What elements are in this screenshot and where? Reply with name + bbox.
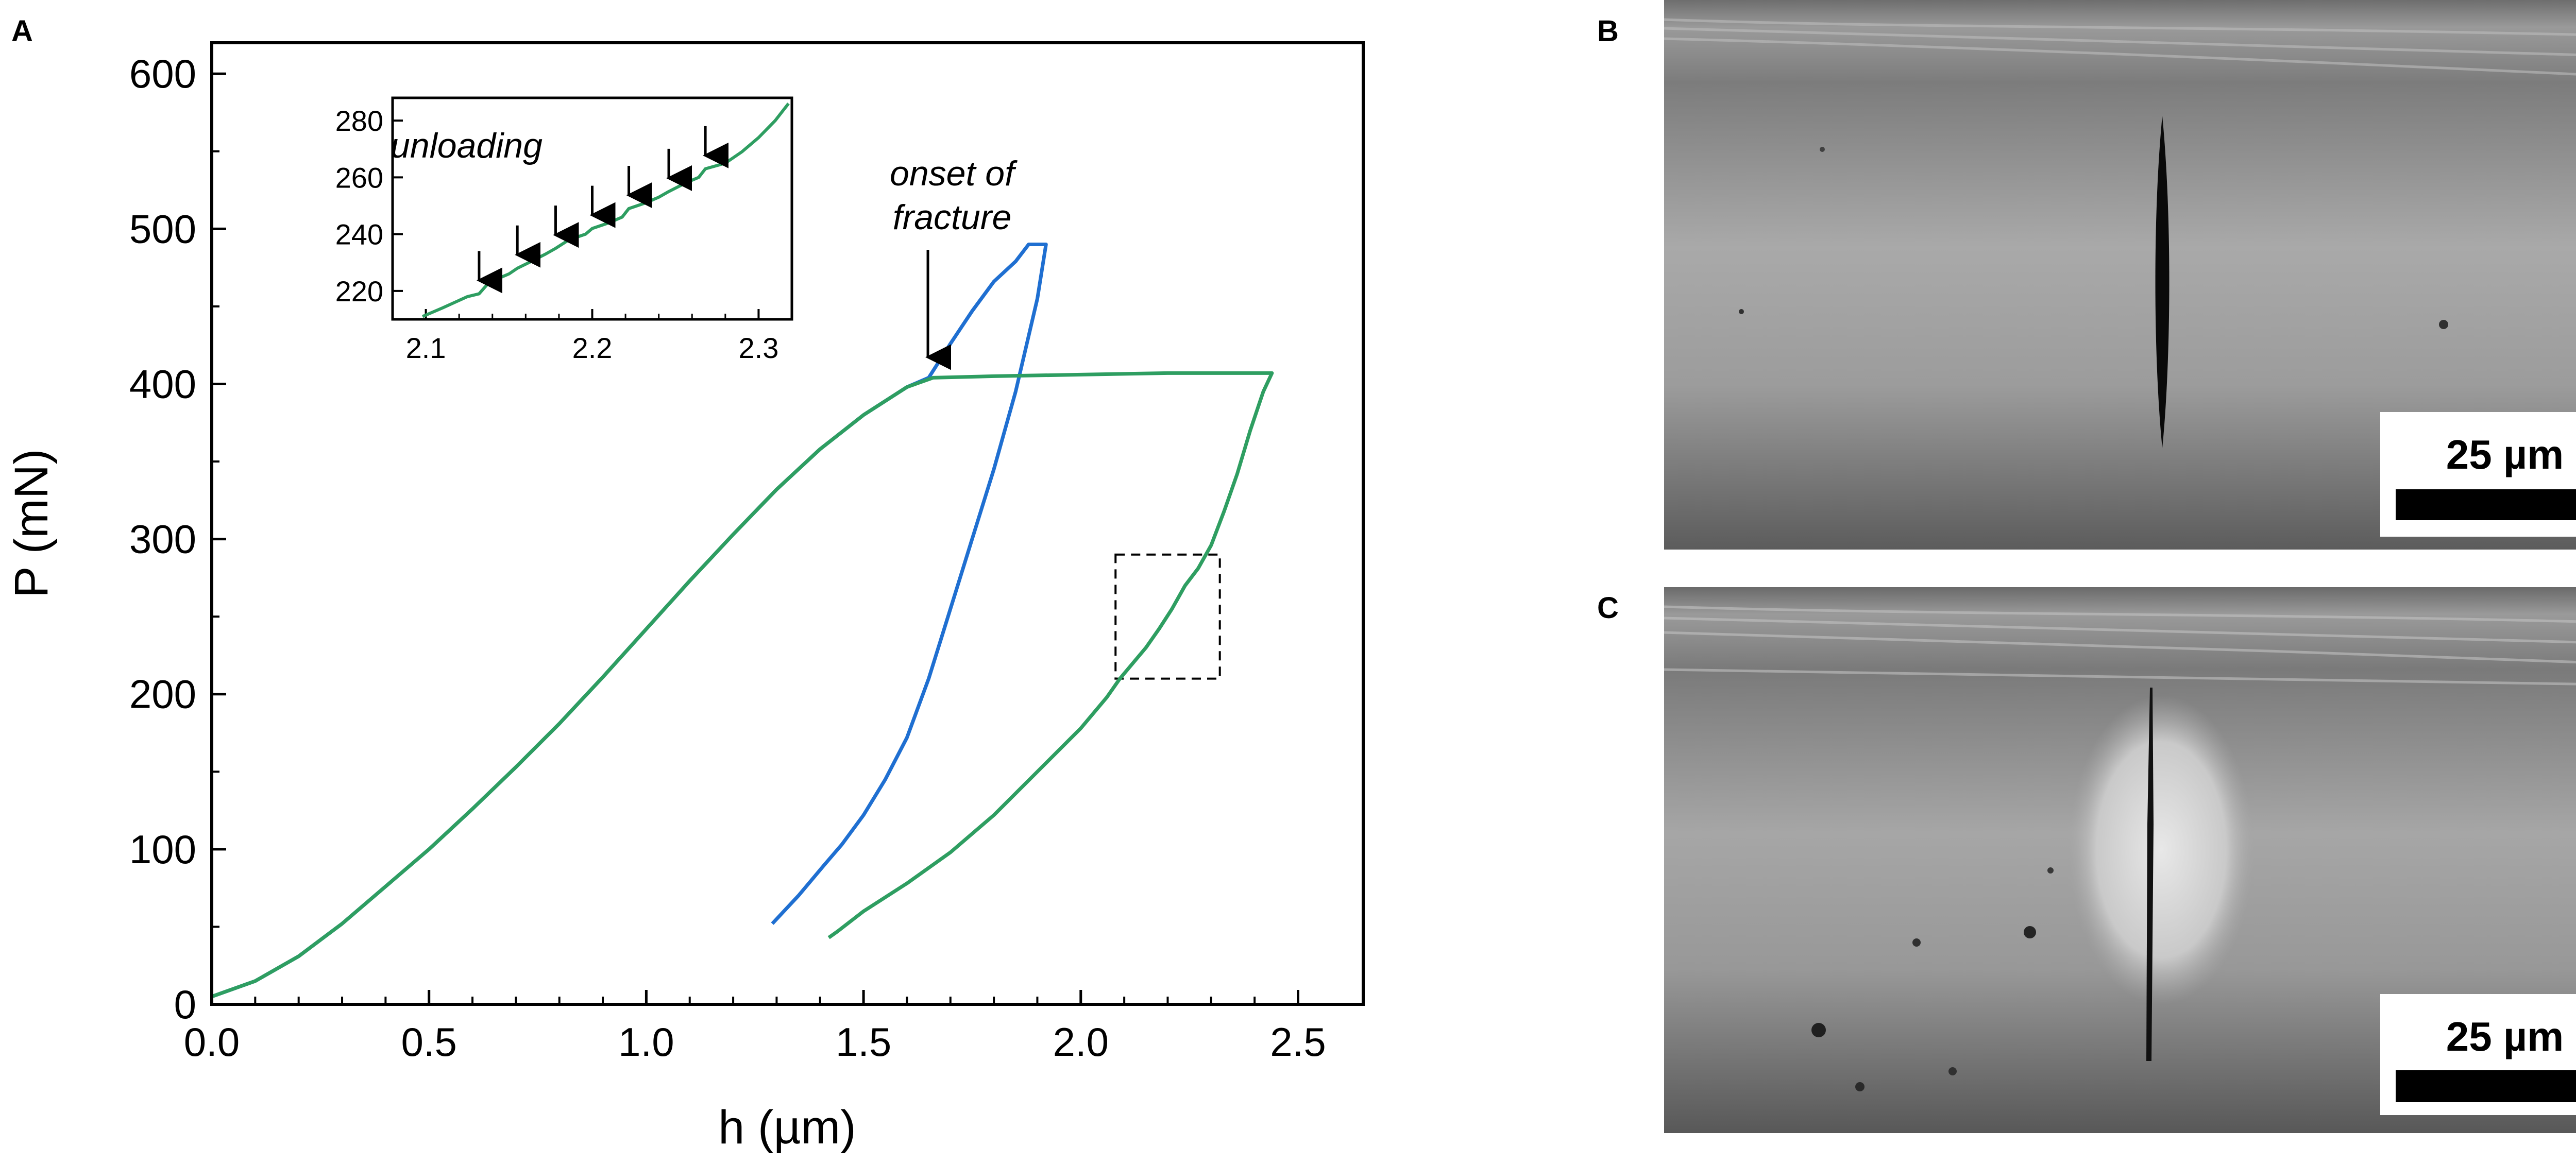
zoom-box xyxy=(1114,553,1221,680)
scale-bar-b xyxy=(2396,489,2576,520)
crack-b xyxy=(2155,116,2170,448)
inset-annotation: unloading xyxy=(391,126,543,165)
x-tick-label: 0.0 xyxy=(184,1019,240,1065)
scale-label-c: 25 µm xyxy=(2446,1014,2564,1059)
y-tick-label: 400 xyxy=(129,361,196,406)
scratch-lines-b xyxy=(1664,18,2576,76)
scratch-lines-c xyxy=(1664,605,2576,686)
x-axis-label: h (µm) xyxy=(718,1101,856,1154)
main-chart: 0.0 0.5 1.0 1.5 2.0 2.5 0 100 200 300 400 500 600 h … xyxy=(5,41,1365,1154)
inset-x-tick-label: 2.3 xyxy=(738,332,778,364)
particle-b3 xyxy=(1820,147,1825,152)
inset-y-tick-label: 220 xyxy=(335,275,383,307)
annotation-line-2: fracture xyxy=(893,198,1012,237)
particle-c3 xyxy=(1912,938,1921,947)
micrograph-b: 25 µm xyxy=(1664,0,2576,550)
particle-c6 xyxy=(2047,867,2054,874)
particle-c2 xyxy=(2024,926,2036,938)
x-tick-label: 0.5 xyxy=(401,1019,456,1065)
annotation-line-1: onset of xyxy=(890,154,1018,193)
micrograph-c: 25 µm xyxy=(1664,587,2576,1133)
series-line-2 xyxy=(211,371,1274,999)
x-tick-label: 2.0 xyxy=(1053,1019,1109,1065)
y-tick-label: 600 xyxy=(129,51,196,96)
y-tick-label: 0 xyxy=(174,982,196,1027)
inset-frame xyxy=(391,96,793,321)
panel-label-b: B xyxy=(1597,14,1619,48)
particle-b2 xyxy=(1739,309,1744,314)
inset-y-tick-label: 280 xyxy=(335,105,383,137)
series-line-1 xyxy=(211,243,1048,999)
panel-label-a: A xyxy=(11,14,33,48)
panel-label-c: C xyxy=(1597,591,1619,625)
x-tick-label: 1.0 xyxy=(618,1019,674,1065)
particle-b1 xyxy=(2439,320,2448,329)
particle-c4 xyxy=(1855,1082,1865,1091)
y-tick-label: 200 xyxy=(129,672,196,717)
main-plot-frame xyxy=(210,41,1365,1006)
crack-c xyxy=(2146,688,2154,1061)
inset-x-tick-label: 2.2 xyxy=(572,332,613,364)
inset-y-tick-label: 260 xyxy=(335,161,383,194)
onset-annotation: onset of fracture xyxy=(890,154,1018,370)
x-tick-label: 2.5 xyxy=(1270,1019,1326,1065)
inset-chart: 2.1 2.2 2.3 220 240 260 280 unloading xyxy=(335,96,793,364)
particle-c1 xyxy=(1811,1023,1826,1037)
y-tick-label: 300 xyxy=(129,517,196,562)
y-axis-label: P (mN) xyxy=(5,449,58,598)
inset-x-tick-label: 2.1 xyxy=(406,332,446,364)
scale-bar-c xyxy=(2396,1070,2576,1102)
inset-y-tick-label: 240 xyxy=(335,218,383,251)
x-tick-label: 1.5 xyxy=(836,1019,891,1065)
y-tick-label: 500 xyxy=(129,206,196,251)
y-tick-label: 100 xyxy=(129,827,196,872)
scale-label-b: 25 µm xyxy=(2446,432,2564,477)
particle-c5 xyxy=(1948,1067,1957,1075)
spall-halo-c xyxy=(2069,695,2254,1004)
